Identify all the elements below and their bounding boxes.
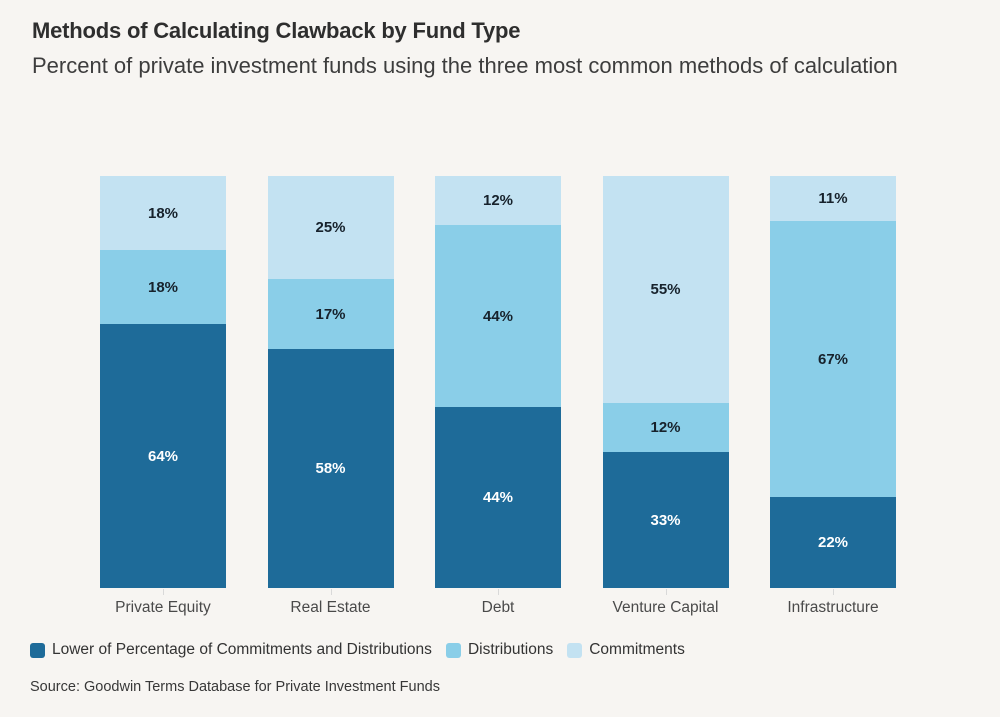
legend-swatch-icon — [30, 642, 45, 658]
segment-commitments-venture-capital[interactable]: 55% — [602, 176, 729, 403]
segment-distributions-real-estate[interactable]: 17% — [267, 279, 394, 350]
x-axis-labels: Private Equity Real Estate Debt Venture Cap… — [100, 599, 896, 617]
value-label: 18% — [147, 278, 179, 296]
source-note: Source: Goodwin Terms Database for Priva… — [30, 679, 440, 695]
value-label: 33% — [650, 511, 681, 529]
value-label: 44% — [482, 307, 514, 325]
legend-item-lower-of-percentage-of-commitments-and-distributions: Lower of Percentage of Commitments and D… — [30, 641, 432, 659]
segment-distributions-venture-capital[interactable]: 12% — [602, 402, 729, 453]
bar-debt: 12% 44% 44% — [435, 176, 561, 595]
axis-tick — [833, 589, 834, 595]
value-label: 18% — [147, 204, 179, 222]
value-label: 12% — [650, 418, 681, 436]
stacked-bar-chart: 18% 18% 64% 25% 17% 58% 12% 44% 44% 55% 12% 33% 11% 6… — [100, 176, 896, 595]
segment-distributions-infrastructure[interactable]: 67% — [770, 221, 896, 498]
value-label: 17% — [315, 305, 346, 323]
legend-swatch-icon — [567, 642, 583, 658]
value-label: 22% — [817, 534, 849, 552]
chart-title: Methods of Calculating Clawback by Fund … — [32, 18, 521, 43]
axis-tick — [665, 589, 667, 595]
x-axis-label-real-estate: Real Estate — [290, 599, 371, 616]
legend-label: Distributions — [467, 641, 554, 658]
value-label: 25% — [315, 219, 346, 236]
chart-legend: Lower of Percentage of Commitments and D… — [30, 641, 685, 659]
x-axis-label-private-equity: Private Equity — [115, 599, 211, 616]
bar-private-equity: 18% 18% 64% — [100, 176, 226, 595]
segment-commitments-private-equity[interactable]: 18% — [100, 176, 226, 251]
segment-commitments-infrastructure[interactable]: 11% — [770, 176, 896, 222]
value-label: 12% — [482, 192, 514, 210]
legend-label: Lower of Percentage of Commitments and D… — [52, 641, 432, 658]
x-axis-label-venture-capital: Venture Capital — [612, 599, 719, 616]
bar-venture-capital: 55% 12% 33% — [602, 176, 729, 595]
segment-lower-of-percentage-of-commitments-and-distributions-infrastructure[interactable]: 22% — [770, 497, 896, 588]
value-label: 55% — [650, 280, 681, 298]
segment-distributions-private-equity[interactable]: 18% — [100, 250, 226, 325]
legend-label: Commitments — [589, 641, 685, 658]
axis-tick — [498, 589, 499, 595]
axis-tick — [163, 589, 164, 595]
axis-tick — [330, 589, 332, 595]
value-label: 11% — [818, 190, 848, 208]
bar-infrastructure: 11% 67% 22% — [770, 176, 896, 595]
legend-item-commitments: Commitments — [567, 641, 685, 659]
legend-item-distributions: Distributions — [445, 641, 554, 659]
segment-lower-of-percentage-of-commitments-and-distributions-private-equity[interactable]: 64% — [100, 324, 226, 588]
value-label: 64% — [147, 447, 179, 465]
segment-distributions-debt[interactable]: 44% — [435, 225, 561, 407]
bar-real-estate: 25% 17% 58% — [267, 176, 394, 595]
segment-commitments-real-estate[interactable]: 25% — [267, 176, 394, 279]
x-axis-label-debt: Debt — [481, 599, 515, 616]
legend-swatch-icon — [445, 642, 461, 658]
segment-lower-of-percentage-of-commitments-and-distributions-real-estate[interactable]: 58% — [267, 349, 394, 588]
chart-subtitle: Percent of private investment funds usin… — [32, 53, 898, 78]
value-label: 67% — [817, 350, 849, 368]
segment-lower-of-percentage-of-commitments-and-distributions-venture-capital[interactable]: 33% — [602, 452, 729, 588]
x-axis-label-infrastructure: Infrastructure — [787, 599, 879, 616]
value-label: 58% — [315, 460, 346, 477]
value-label: 44% — [482, 488, 514, 506]
segment-lower-of-percentage-of-commitments-and-distributions-debt[interactable]: 44% — [435, 406, 561, 588]
segment-commitments-debt[interactable]: 12% — [435, 176, 561, 226]
